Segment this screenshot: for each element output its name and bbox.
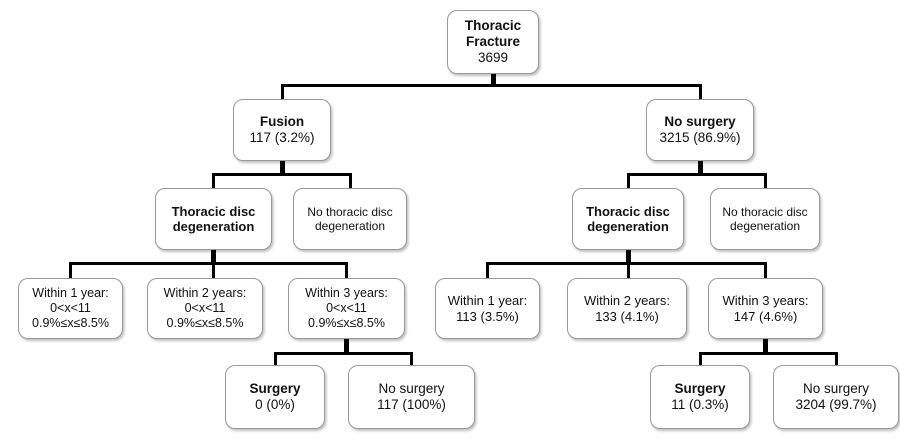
node-line2: 0<x<11: [326, 301, 367, 316]
connector-nosurg-hline: [626, 173, 767, 176]
connector-drop-fusion-no-surgery: [409, 352, 413, 365]
node-value: 3204 (99.7%): [795, 397, 877, 412]
connector-drop-fusion-within2: [211, 262, 215, 278]
node-title: No surgery: [664, 114, 736, 130]
node-title: No thoracic disc degeneration: [722, 204, 808, 233]
connector-drop-fusion-within1: [68, 262, 72, 278]
node-fusion-within-2-years: Within 2 years: 0<x<11 0.9%≤x≤8.5%: [147, 278, 263, 339]
node-fusion-no-disc-degeneration: No thoracic disc degeneration: [293, 188, 407, 250]
connector-drop-fusion-surgery: [273, 352, 277, 365]
connector-drop-nosurg-within2: [626, 262, 630, 278]
node-value: 11 (0.3%): [671, 397, 729, 412]
connector-drop-fusion-no-tdd: [348, 173, 352, 189]
node-fusion-within-3-years: Within 3 years: 0<x<11 0.9%≤x≤8.5%: [288, 278, 405, 339]
node-line3: 0.9%≤x≤8.5%: [32, 315, 109, 330]
node-fusion-disc-degeneration: Thoracic disc degeneration: [155, 188, 272, 250]
node-line1: Within 1 year:: [447, 293, 528, 309]
node-nosurg-disc-degeneration: Thoracic disc degeneration: [572, 188, 684, 250]
node-line2: 0<x<11: [50, 301, 91, 316]
node-title: Thoracic Fracture: [464, 18, 522, 50]
node-nosurg-within-3-years: Within 3 years: 147 (4.6%): [708, 278, 823, 339]
node-fusion-within-1-year: Within 1 year: 0<x<11 0.9%≤x≤8.5%: [18, 278, 123, 339]
connector-drop-nosurg-no-tdd: [763, 173, 767, 189]
connector-drop-nosurg-within1: [485, 262, 489, 278]
connector-drop-nosurg-tdd: [626, 173, 630, 189]
connector-drop-fusion: [280, 84, 284, 100]
connector-drop-no-surgery: [698, 84, 702, 100]
node-nosurg-no-disc-degeneration: No thoracic disc degeneration: [710, 188, 820, 250]
connector-fusion-within3-hline: [273, 352, 413, 355]
node-title: Fusion: [259, 114, 305, 130]
node-nosurg-within-2-years: Within 2 years: 133 (4.1%): [567, 278, 687, 339]
connector-fusion-hline: [211, 173, 352, 176]
connector-fusion-tdd-stub: [210, 249, 216, 264]
connector-root-stub: [490, 73, 496, 85]
connector-drop-nosurg-surgery: [698, 352, 702, 365]
connector-drop-fusion-tdd: [211, 173, 215, 189]
node-value: 3699: [477, 49, 509, 65]
node-line3: 0.9%≤x≤8.5%: [166, 315, 244, 330]
connector-drop-fusion-within3: [344, 262, 348, 278]
node-line1: Within 1 year:: [32, 286, 109, 301]
node-value: 0 (0%): [255, 397, 295, 412]
connector-fusion-stub: [279, 159, 285, 175]
node-line1: Within 3 years:: [722, 293, 809, 309]
connector-nosurg-tdd-stub: [625, 249, 631, 264]
node-line1: Within 3 years:: [305, 286, 388, 301]
connector-nosurg-stub: [697, 159, 703, 175]
node-nosurg-within-1-year: Within 1 year: 113 (3.5%): [435, 278, 540, 339]
node-title: Surgery: [249, 381, 301, 397]
connector-drop-nosurg-no-surgery: [834, 352, 838, 365]
node-value: 117 (3.2%): [249, 130, 315, 145]
node-value: 117 (100%): [377, 397, 446, 412]
node-fusion-surgery: Surgery 0 (0%): [225, 365, 325, 429]
node-title: Surgery: [674, 381, 726, 397]
node-line2: 133 (4.1%): [595, 308, 659, 324]
node-value: 3215 (86.9%): [659, 130, 741, 145]
node-line2: 113 (3.5%): [456, 308, 519, 324]
connector-fusion-tdd-hline: [68, 262, 348, 265]
node-title: No surgery: [378, 381, 445, 397]
node-nosurg-no-surgery: No surgery 3204 (99.7%): [773, 365, 899, 429]
node-title: Thoracic disc degeneration: [586, 203, 670, 234]
node-line1: Within 2 years:: [584, 293, 670, 309]
connector-nosurg-within3-hline: [698, 352, 838, 355]
node-line2: 0<x<11: [184, 301, 226, 316]
node-no-surgery: No surgery 3215 (86.9%): [646, 99, 754, 161]
node-title: No surgery: [802, 381, 870, 397]
connector-nosurg-within3-stub: [762, 338, 768, 354]
node-title: Thoracic disc degeneration: [171, 203, 256, 234]
connector-drop-nosurg-within3: [763, 262, 767, 278]
node-fusion: Fusion 117 (3.2%): [233, 99, 331, 161]
node-title: No thoracic disc degeneration: [307, 204, 393, 233]
connector-fusion-within3-stub: [343, 338, 349, 354]
node-fusion-no-surgery: No surgery 117 (100%): [348, 365, 475, 429]
node-line1: Within 2 years:: [163, 286, 247, 301]
node-line2: 147 (4.6%): [733, 308, 798, 324]
node-thoracic-fracture: Thoracic Fracture 3699: [447, 10, 539, 74]
node-line3: 0.9%≤x≤8.5%: [308, 315, 385, 330]
node-nosurg-surgery: Surgery 11 (0.3%): [650, 365, 750, 429]
connector-root-hline: [280, 84, 702, 87]
connector-nosurg-tdd-hline: [485, 262, 767, 265]
